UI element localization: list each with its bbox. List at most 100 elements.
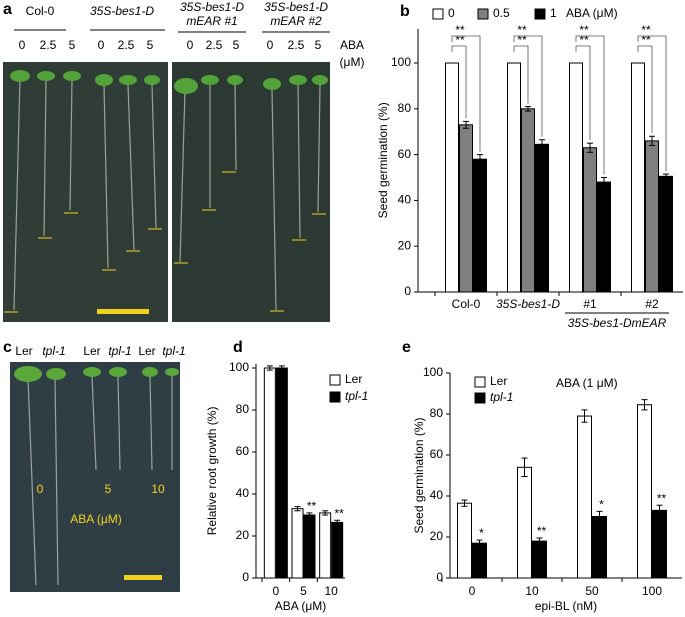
y-tick-label: 20 [430, 529, 444, 543]
bar [577, 415, 592, 579]
genotype-label: tpl-1 [162, 344, 185, 358]
significance-bracket [451, 45, 467, 119]
legend-label: tpl-1 [345, 389, 368, 403]
dose-label: 5 [69, 38, 76, 52]
dose-label: 10 [151, 482, 165, 496]
bar [659, 175, 673, 293]
dose-label: 5 [233, 38, 240, 52]
x-tick-label: 0 [272, 584, 279, 598]
error-bar [539, 139, 545, 150]
significance: ** [517, 23, 527, 37]
legend-title: ABA (μM) [566, 6, 618, 20]
y-tick-label: 100 [229, 360, 249, 374]
y-tick-label: 80 [430, 406, 444, 420]
bar [473, 158, 487, 293]
y-tick-label: 40 [236, 486, 250, 500]
x-tick-label: 50 [585, 584, 599, 598]
y-tick-label: 60 [430, 447, 444, 461]
significance: ** [579, 33, 589, 47]
y-tick-label: 100 [423, 365, 443, 379]
error-bar [334, 519, 341, 525]
bar [331, 521, 344, 579]
unit-label: (μM) [340, 55, 365, 69]
bar [631, 62, 645, 293]
y-tick-label: 0 [242, 570, 249, 584]
bar [645, 140, 659, 293]
y-tick-label: 40 [398, 193, 412, 207]
panel-label: e [402, 339, 411, 356]
x-tick-label: 10 [525, 584, 539, 598]
error-bar [278, 365, 285, 371]
significance-bracket [637, 35, 667, 172]
error-bar [521, 457, 528, 478]
error-bar [476, 539, 483, 547]
category-group: 35S-bes1-DmEAR [568, 316, 667, 330]
significance: ** [334, 506, 344, 520]
bar [303, 514, 316, 579]
bar [459, 124, 473, 293]
unit-label: ABA (μM) [70, 512, 122, 526]
y-tick-label: 60 [236, 444, 250, 458]
error-bar [641, 399, 648, 411]
x-tick-label: 0 [469, 584, 476, 598]
group-label: 35S-bes1-D [264, 0, 328, 14]
group-label: 35S-bes1-D [90, 4, 154, 18]
scale-bar [124, 575, 162, 580]
bar [517, 466, 532, 579]
bar [652, 509, 667, 579]
error-bar [601, 177, 607, 188]
genotype-label: Ler [83, 344, 100, 358]
group-label: mEAR #2 [270, 14, 322, 28]
x-axis-label: epi-BL (nM) [535, 599, 597, 613]
legend-swatch [477, 8, 489, 20]
photo [172, 62, 330, 322]
y-tick-label: 20 [398, 238, 412, 252]
significance: ** [641, 23, 651, 37]
y-tick-label: 80 [398, 101, 412, 115]
bar [291, 508, 304, 579]
bar [472, 542, 487, 579]
legend-swatch [329, 374, 341, 386]
error-bar [656, 504, 663, 516]
group-label: mEAR #1 [186, 14, 237, 28]
error-bar [306, 512, 313, 518]
genotype-label: tpl-1 [42, 344, 65, 358]
dose-label: 2.5 [206, 38, 223, 52]
bar [507, 62, 521, 293]
y-axis-label: Relative root growth (%) [205, 407, 219, 536]
legend-swatch [534, 8, 546, 20]
y-tick-label: 100 [391, 55, 411, 69]
significance: ** [579, 23, 589, 37]
roots [13, 77, 321, 311]
significance: ** [517, 33, 527, 47]
dose-label: 2.5 [288, 38, 305, 52]
significance: ** [307, 499, 317, 513]
bar [592, 516, 607, 579]
dose-label: 5 [105, 482, 112, 496]
leaves [10, 70, 328, 94]
roots [27, 375, 173, 586]
legend-swatch [474, 392, 486, 404]
legend-swatch [474, 376, 486, 388]
bar [637, 404, 652, 579]
significance-bracket [637, 45, 653, 134]
legend-label: 1 [550, 6, 557, 20]
significance: * [599, 498, 604, 512]
y-tick-label: 0 [436, 570, 443, 584]
bar [445, 62, 459, 293]
x-tick-label: #1 [583, 297, 597, 311]
bar [597, 181, 611, 293]
panel-label: a [3, 1, 12, 18]
y-tick-label: 20 [236, 528, 250, 542]
error-bar [536, 537, 543, 545]
y-axis-label: Seed germination (%) [376, 102, 390, 218]
significance: ** [657, 491, 667, 505]
significance: * [479, 526, 484, 540]
error-bar [587, 142, 593, 153]
legend-label: 0 [448, 6, 455, 20]
error-bar [294, 506, 301, 512]
significance: ** [455, 33, 465, 47]
bar [263, 367, 276, 579]
x-tick-label: 35S-bes1-D [496, 297, 560, 311]
